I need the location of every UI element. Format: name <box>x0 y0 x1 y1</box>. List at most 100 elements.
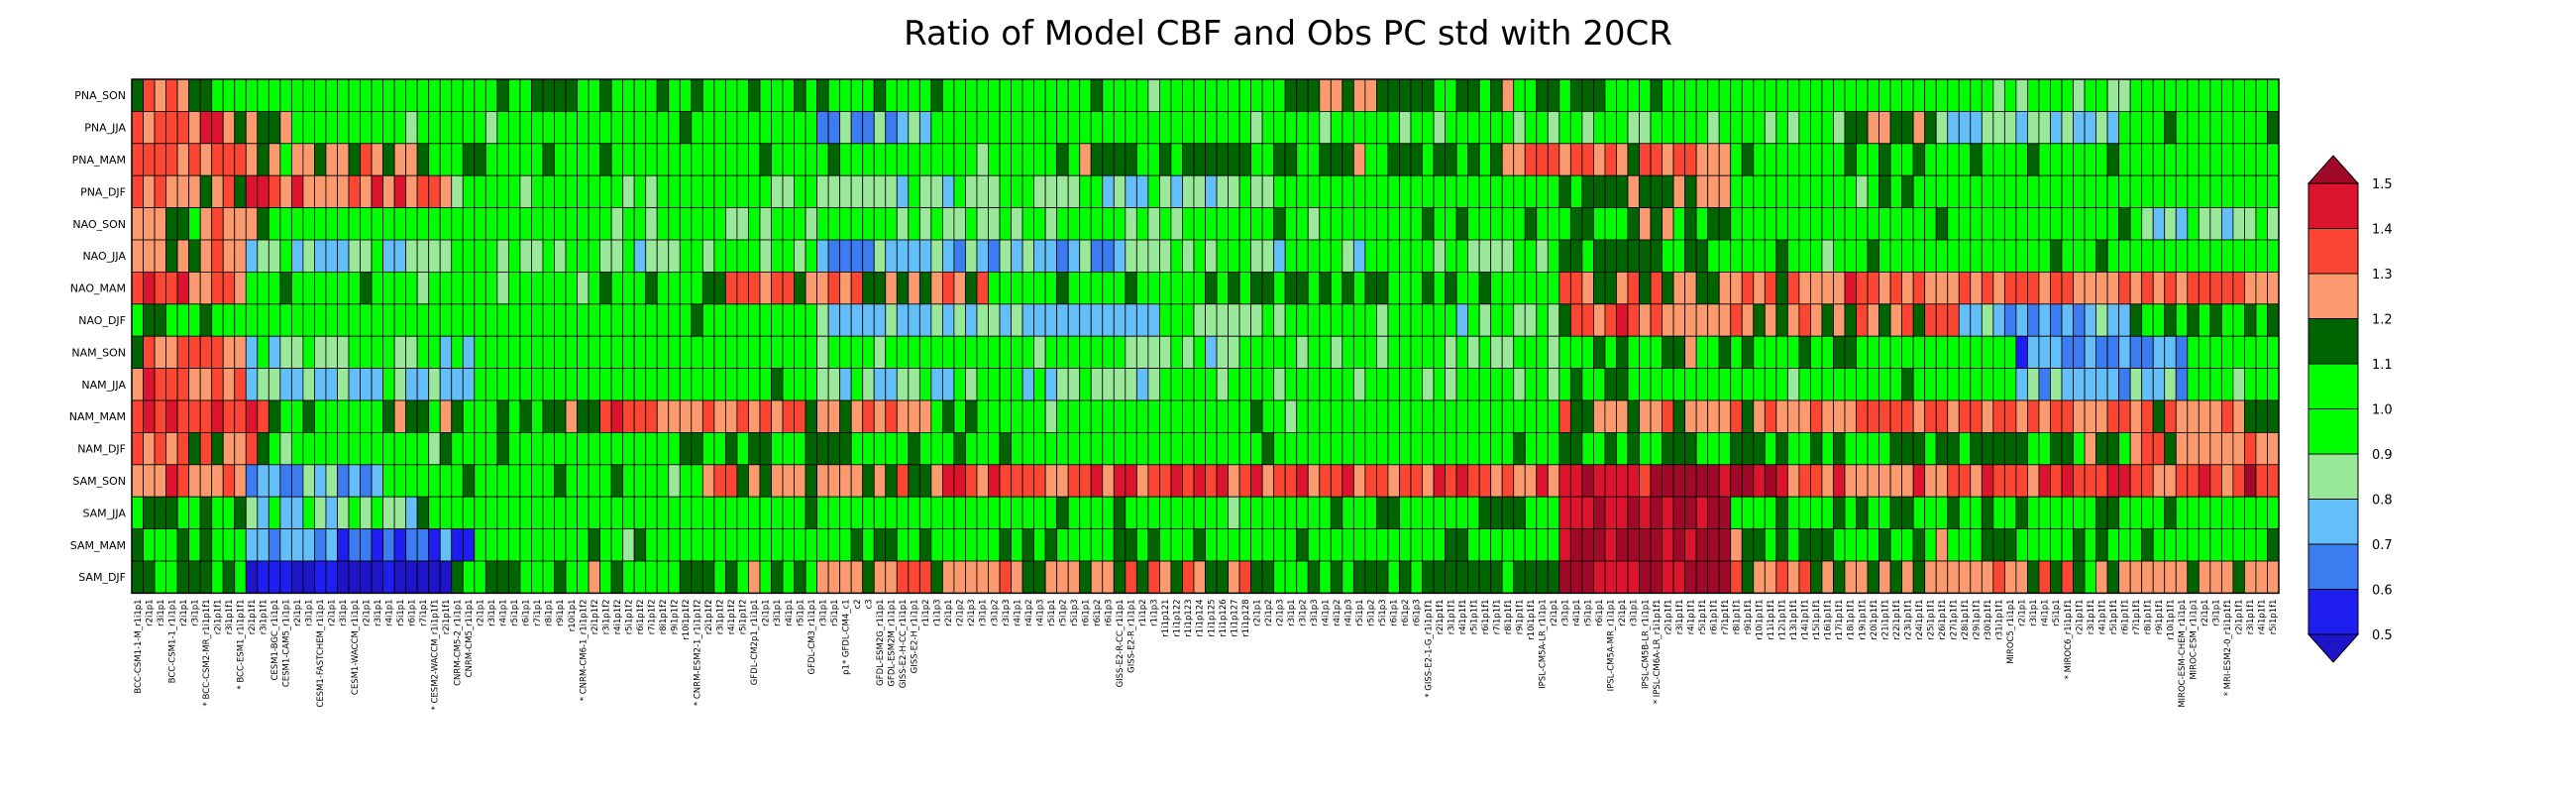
heatmap-cell <box>2164 78 2177 112</box>
heatmap-cell <box>416 335 430 370</box>
heatmap-cell <box>222 431 236 466</box>
heatmap-cell <box>1856 174 1869 208</box>
heatmap-cell <box>393 464 407 498</box>
heatmap-cell <box>1113 143 1127 176</box>
heatmap-cell <box>1033 303 1046 337</box>
heatmap-cell <box>679 143 693 176</box>
heatmap-cell <box>1695 303 1709 337</box>
heatmap-cell <box>337 560 350 594</box>
heatmap-cell <box>850 335 864 370</box>
heatmap-cell <box>1821 560 1834 594</box>
heatmap-cell <box>279 431 292 466</box>
heatmap-cell <box>176 111 190 145</box>
heatmap-cell <box>325 143 338 176</box>
heatmap-cell <box>2209 78 2222 112</box>
heatmap-cell <box>176 464 190 498</box>
heatmap-cell <box>1033 111 1046 145</box>
heatmap-cell <box>691 303 703 337</box>
heatmap-cell <box>1079 111 1092 145</box>
heatmap-cell <box>2267 399 2280 433</box>
heatmap-cell <box>1501 174 1515 208</box>
heatmap-cell <box>862 560 875 594</box>
heatmap-cell <box>1216 431 1229 466</box>
heatmap-cell <box>1216 335 1229 370</box>
heatmap-cell <box>1513 78 1526 112</box>
heatmap-cell <box>1445 464 1457 498</box>
heatmap-cell <box>941 560 955 594</box>
heatmap-cell <box>1319 528 1332 562</box>
heatmap-cell <box>1445 303 1457 337</box>
heatmap-cell <box>1958 239 1972 273</box>
heatmap-cell <box>1319 560 1332 594</box>
heatmap-cell <box>1604 496 1617 530</box>
heatmap-cell <box>827 207 841 241</box>
column-label: r4i1p3 <box>1344 599 1354 625</box>
heatmap-cell <box>1672 239 1686 273</box>
heatmap-cell <box>976 111 989 145</box>
heatmap-cell <box>1238 111 1252 145</box>
heatmap-cell <box>1536 303 1549 337</box>
heatmap-cell <box>1422 271 1435 305</box>
heatmap-cell <box>1387 207 1400 241</box>
heatmap-cell <box>2027 399 2040 433</box>
heatmap-cell <box>531 207 544 241</box>
heatmap-cell <box>1662 528 1674 562</box>
heatmap-cell <box>2003 368 2017 401</box>
heatmap-cell <box>2095 143 2108 176</box>
heatmap-cell <box>222 335 236 370</box>
heatmap-cell <box>337 207 350 241</box>
heatmap-cell <box>2084 368 2096 401</box>
column-label: GFDL-CM3_r1i1p1 <box>807 599 817 674</box>
heatmap-cell <box>1125 528 1137 562</box>
heatmap-cell <box>1672 111 1686 145</box>
heatmap-cell <box>1695 143 1709 176</box>
heatmap-cell <box>257 303 269 337</box>
column-label: GISS-E2-H_r1i1p1 <box>911 599 920 673</box>
heatmap-cell <box>1490 399 1503 433</box>
row-label: NAO_MAM <box>70 283 126 295</box>
heatmap-cell <box>988 174 1001 208</box>
column-label: r6i1p1f1 <box>1481 599 1491 634</box>
heatmap-cell <box>1125 239 1137 273</box>
heatmap-cell <box>736 528 749 562</box>
heatmap-cell <box>382 496 395 530</box>
heatmap-cell <box>1216 239 1229 273</box>
heatmap-cell <box>2152 303 2166 337</box>
heatmap-cell <box>908 239 920 273</box>
colorbar-segment <box>2308 589 2359 635</box>
heatmap-cell <box>1856 111 1869 145</box>
heatmap-cell <box>348 528 361 562</box>
row-label: NAM_SON <box>71 346 126 359</box>
heatmap-cell <box>1627 303 1640 337</box>
heatmap-cell <box>1672 560 1686 594</box>
heatmap-cell <box>1261 528 1275 562</box>
heatmap-cell <box>668 368 681 401</box>
heatmap-cell <box>2084 239 2096 273</box>
heatmap-cell <box>1536 143 1549 176</box>
heatmap-cell <box>2073 207 2086 241</box>
heatmap-cell <box>1810 271 1823 305</box>
heatmap-cell <box>1273 335 1286 370</box>
column-label: r3i1p1f1 <box>225 599 235 634</box>
column-label: r9i1p1f2 <box>671 599 681 634</box>
column-label: c2 <box>853 599 863 609</box>
heatmap-cell <box>976 464 989 498</box>
heatmap-cell <box>1878 174 1891 208</box>
heatmap-cell <box>1798 335 1811 370</box>
heatmap-cell <box>1433 399 1446 433</box>
heatmap-cell <box>1364 496 1377 530</box>
heatmap-cell <box>1662 207 1674 241</box>
column-label: r3i1p1f2 <box>716 599 726 634</box>
heatmap-cell <box>1296 528 1309 562</box>
heatmap-cell <box>1924 303 1937 337</box>
heatmap-cell <box>188 335 201 370</box>
heatmap-cell <box>2175 239 2189 273</box>
heatmap-cell <box>2255 464 2268 498</box>
heatmap-cell <box>1216 207 1229 241</box>
heatmap-cell <box>1741 143 1755 176</box>
heatmap-cell <box>1662 111 1674 145</box>
heatmap-cell <box>279 368 292 401</box>
heatmap-cell <box>1216 143 1229 176</box>
heatmap-cell <box>1205 111 1218 145</box>
heatmap-cell <box>1798 207 1811 241</box>
